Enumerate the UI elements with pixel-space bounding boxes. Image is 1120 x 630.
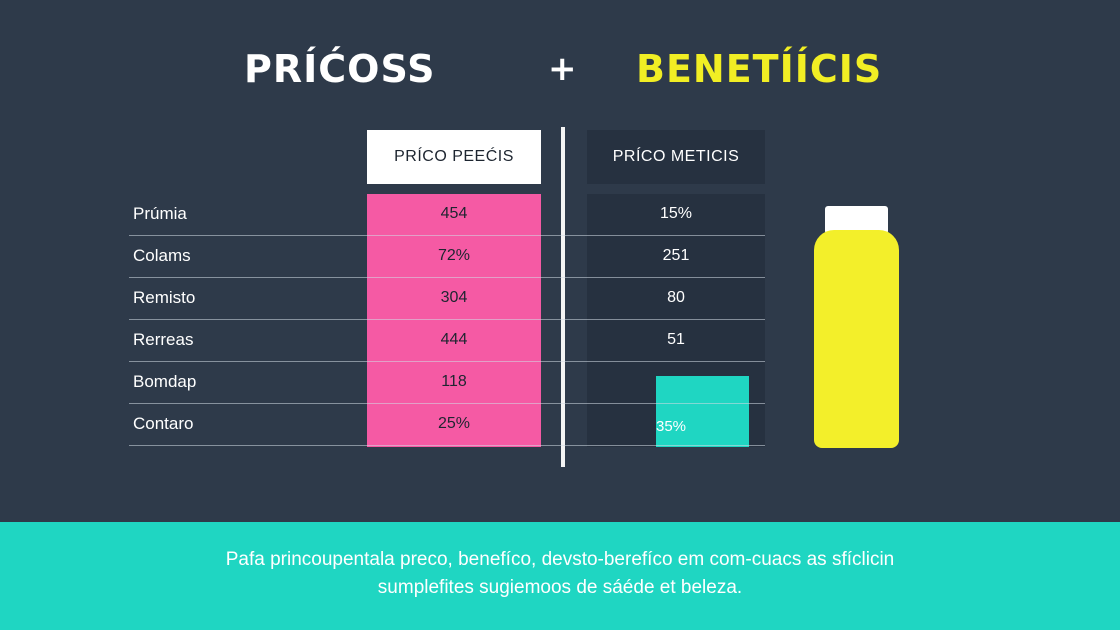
row-price: 118 [441,373,467,390]
footer-banner: Pafa princoupentala preco, benefíco, dev… [0,522,1120,630]
row-benefit: 35% [656,418,687,435]
row-divider [129,277,765,278]
row-price: 454 [440,205,468,222]
price-column-header: PRÍCO PEEĆIS [367,130,541,184]
row-benefit: 15% [659,205,693,222]
row-benefit: 251 [662,247,690,264]
footer-text-line-2: sumplefites sugiemoos de sáéde et beleza… [377,577,743,598]
title-left: PRÍĆOSS [244,47,436,91]
row-label: Contaro [133,414,194,433]
row-divider [129,445,765,446]
row-label: Colams [133,246,191,265]
row-label: Rerreas [133,330,194,349]
bottle-cap [825,206,888,234]
row-price: 25% [437,415,471,432]
table-row: Rerreas 444 51 [129,320,765,362]
row-label: Remisto [133,288,196,307]
bottle-body [814,230,899,448]
row-divider [129,361,765,362]
row-benefit: 80 [667,289,685,306]
row-label: Bomdap [133,372,197,391]
title-plus: + [548,49,578,89]
row-label: Prúmia [133,204,187,223]
benefit-column-header: PRÍCO METICIS [587,130,765,184]
price-column-background [367,194,541,447]
row-divider [129,403,765,404]
table-row: Bomdap 118 [129,362,765,404]
table-row: Colams 72% 251 [129,236,765,278]
row-price: 304 [440,289,468,306]
highlight-box [656,376,749,447]
table-row: Prúmia 454 15% [129,194,765,236]
row-price: 444 [440,331,468,348]
title-right: BENETÍÍCIS [636,47,883,91]
table-row: Remisto 304 80 [129,278,765,320]
row-divider [129,235,765,236]
row-divider [129,319,765,320]
footer-text-line-1: Pafa princoupentala preco, benefíco, dev… [225,549,895,570]
row-price: 72% [437,247,471,264]
row-benefit: 51 [667,331,685,348]
column-divider [561,127,565,467]
table-row: Contaro 25% 35% [129,404,765,446]
